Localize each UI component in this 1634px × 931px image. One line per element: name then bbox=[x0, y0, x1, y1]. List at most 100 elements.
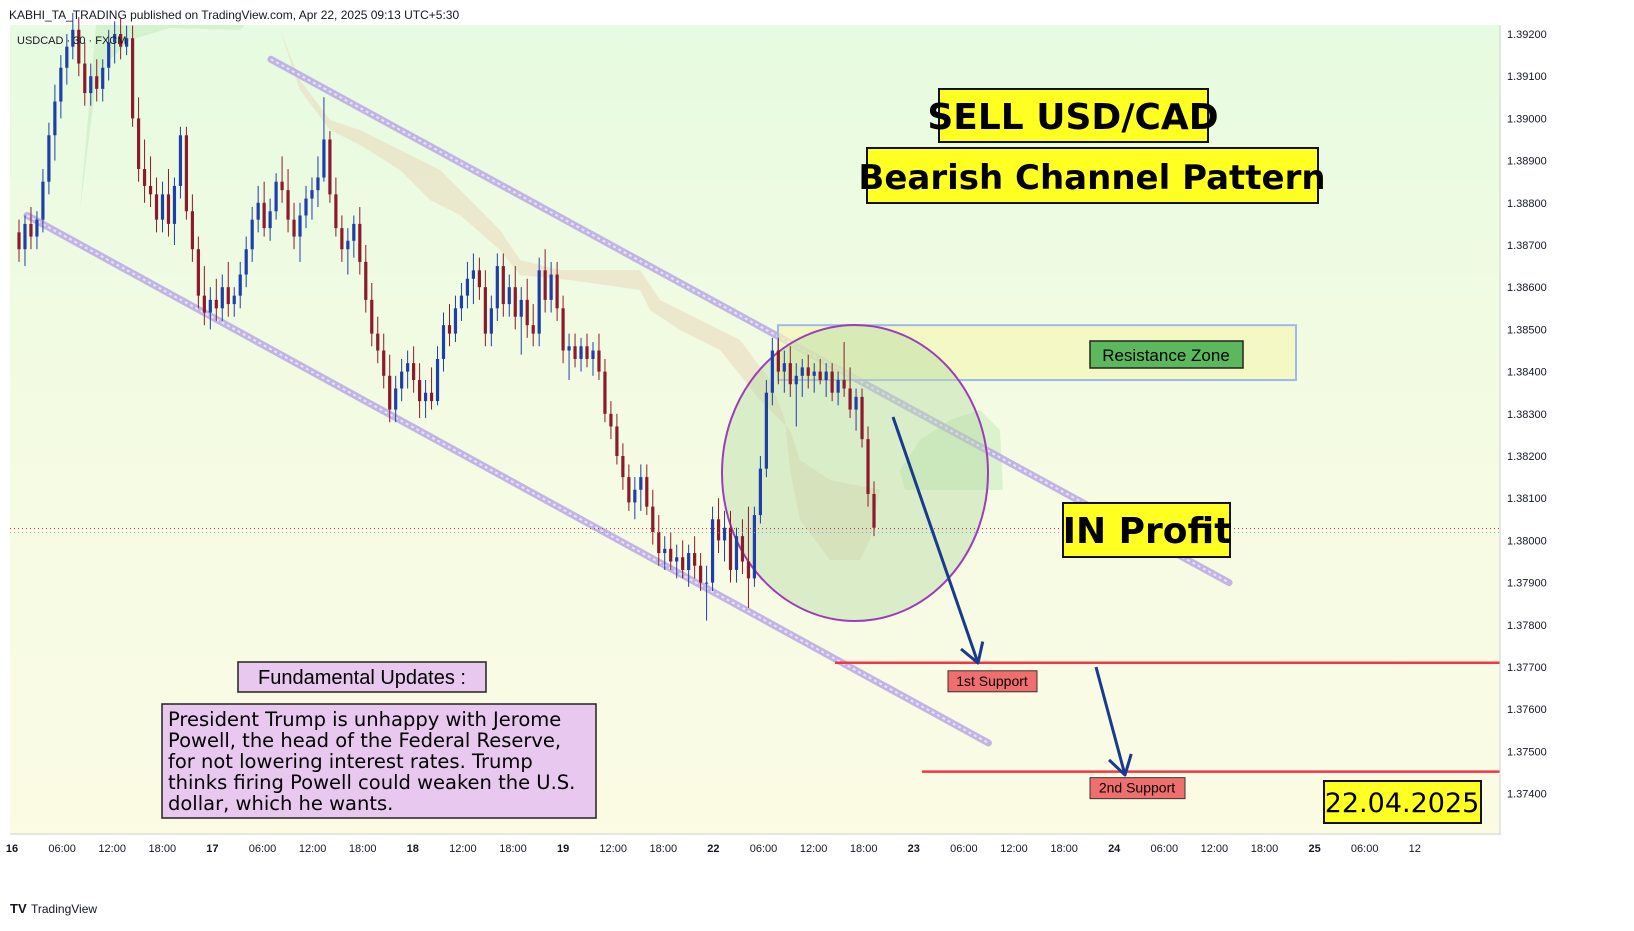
fundamental-title-box bbox=[237, 661, 487, 693]
candle-body bbox=[358, 223, 362, 262]
candle-body bbox=[812, 371, 816, 376]
candle-body bbox=[47, 135, 51, 182]
candle-body bbox=[107, 42, 111, 68]
candle-body bbox=[645, 477, 649, 507]
candle-body bbox=[232, 295, 236, 305]
candle-body bbox=[555, 274, 559, 309]
arrow-to-support-2-head bbox=[1107, 753, 1133, 777]
price-tick-label: 1.37800 bbox=[1507, 620, 1547, 632]
candle-body bbox=[687, 553, 691, 570]
date-label: 22.04.2025 bbox=[1325, 788, 1480, 819]
candle-body bbox=[388, 375, 392, 410]
candle-body bbox=[382, 350, 386, 376]
candle-body bbox=[447, 325, 452, 334]
candle-body bbox=[280, 181, 284, 191]
candle-body bbox=[746, 561, 751, 579]
cloud-tan-middle bbox=[280, 30, 880, 560]
time-tick-label: 25 bbox=[1308, 843, 1320, 855]
candle-body bbox=[740, 536, 745, 562]
candle-body bbox=[776, 350, 780, 372]
candle-body bbox=[148, 185, 153, 195]
time-tick-label: 12:00 bbox=[299, 843, 327, 855]
candle-body bbox=[639, 477, 643, 490]
price-tick-label: 1.38400 bbox=[1507, 367, 1547, 379]
candle-body bbox=[202, 295, 206, 313]
candle-body bbox=[77, 29, 81, 64]
time-tick-label: 24 bbox=[1108, 843, 1121, 855]
candle-body bbox=[352, 223, 356, 241]
price-tick-label: 1.38300 bbox=[1507, 409, 1547, 421]
time-tick-label: 23 bbox=[908, 843, 920, 855]
candle-body bbox=[483, 287, 487, 334]
candle-body bbox=[633, 489, 637, 503]
candle-body bbox=[17, 232, 21, 250]
fundamental-title: Fundamental Updates : bbox=[258, 667, 466, 689]
candle-body bbox=[824, 371, 828, 381]
price-axis-background bbox=[1501, 25, 1563, 868]
candle-body bbox=[322, 139, 326, 178]
candle-body bbox=[794, 375, 798, 385]
candle-body bbox=[370, 299, 374, 334]
candle-body bbox=[657, 531, 661, 554]
candle-body bbox=[125, 38, 129, 47]
candle-body bbox=[519, 299, 523, 317]
time-tick-label: 16 bbox=[6, 843, 18, 855]
candle-body bbox=[417, 380, 422, 402]
price-tick-label: 1.38000 bbox=[1507, 535, 1547, 547]
candle-body bbox=[471, 270, 476, 279]
arrow-to-support-1 bbox=[891, 416, 980, 664]
price-tick-label: 1.37600 bbox=[1507, 704, 1547, 716]
candle-body bbox=[489, 308, 493, 334]
candle-body bbox=[728, 527, 733, 570]
time-axis-background bbox=[10, 835, 1563, 868]
time-tick-label: 18:00 bbox=[349, 843, 377, 855]
candle-body bbox=[752, 515, 757, 579]
candle-body bbox=[328, 139, 332, 195]
candle-body bbox=[41, 181, 45, 220]
candle-body bbox=[435, 358, 440, 402]
price-tick-label: 1.38800 bbox=[1507, 198, 1547, 210]
candle-body bbox=[292, 219, 296, 237]
title-sell-box bbox=[938, 88, 1209, 143]
fundamental-line: dollar, which he wants. bbox=[168, 792, 393, 815]
candle-body bbox=[250, 219, 254, 250]
candle-body bbox=[669, 548, 673, 562]
candle-body bbox=[35, 219, 39, 237]
candle-body bbox=[29, 223, 33, 237]
time-tick-label: 12:00 bbox=[599, 843, 627, 855]
time-tick-label: 19 bbox=[557, 843, 569, 855]
candle-body bbox=[310, 190, 314, 199]
candle-body bbox=[346, 240, 350, 250]
fundamental-line: President Trump is unhappy with Jerome bbox=[168, 708, 561, 731]
candle-body bbox=[256, 202, 260, 220]
candle-body bbox=[441, 325, 446, 359]
candle-body bbox=[65, 46, 69, 68]
tradingview-logo-icon: TV bbox=[10, 901, 27, 916]
candle-body bbox=[459, 295, 464, 309]
channel-upper-line-center bbox=[270, 58, 1230, 584]
candle-body bbox=[304, 198, 308, 216]
candle-body bbox=[609, 413, 613, 427]
candle-body bbox=[663, 548, 667, 554]
candle-body bbox=[597, 350, 601, 372]
candle-body bbox=[842, 380, 846, 389]
cloud-green-left bbox=[80, 25, 245, 210]
candle-body bbox=[860, 396, 864, 440]
candle-body bbox=[400, 371, 404, 389]
candle-body bbox=[286, 190, 290, 220]
profit-circle bbox=[721, 324, 989, 622]
time-tick-label: 18:00 bbox=[149, 843, 177, 855]
arrow-to-support-1-head bbox=[960, 641, 985, 665]
candle-body bbox=[160, 194, 165, 220]
candle-body bbox=[394, 388, 398, 410]
candle-body bbox=[699, 565, 703, 583]
candle-body bbox=[71, 29, 75, 47]
symbol-caption: USDCAD · 30 · FXCM bbox=[17, 35, 126, 47]
candle-body bbox=[513, 287, 517, 317]
title-pattern-box bbox=[866, 147, 1319, 204]
candle-body bbox=[591, 350, 595, 359]
candle-body bbox=[340, 228, 344, 250]
resistance-label: Resistance Zone bbox=[1102, 346, 1230, 365]
support-1-label: 1st Support bbox=[956, 673, 1028, 689]
